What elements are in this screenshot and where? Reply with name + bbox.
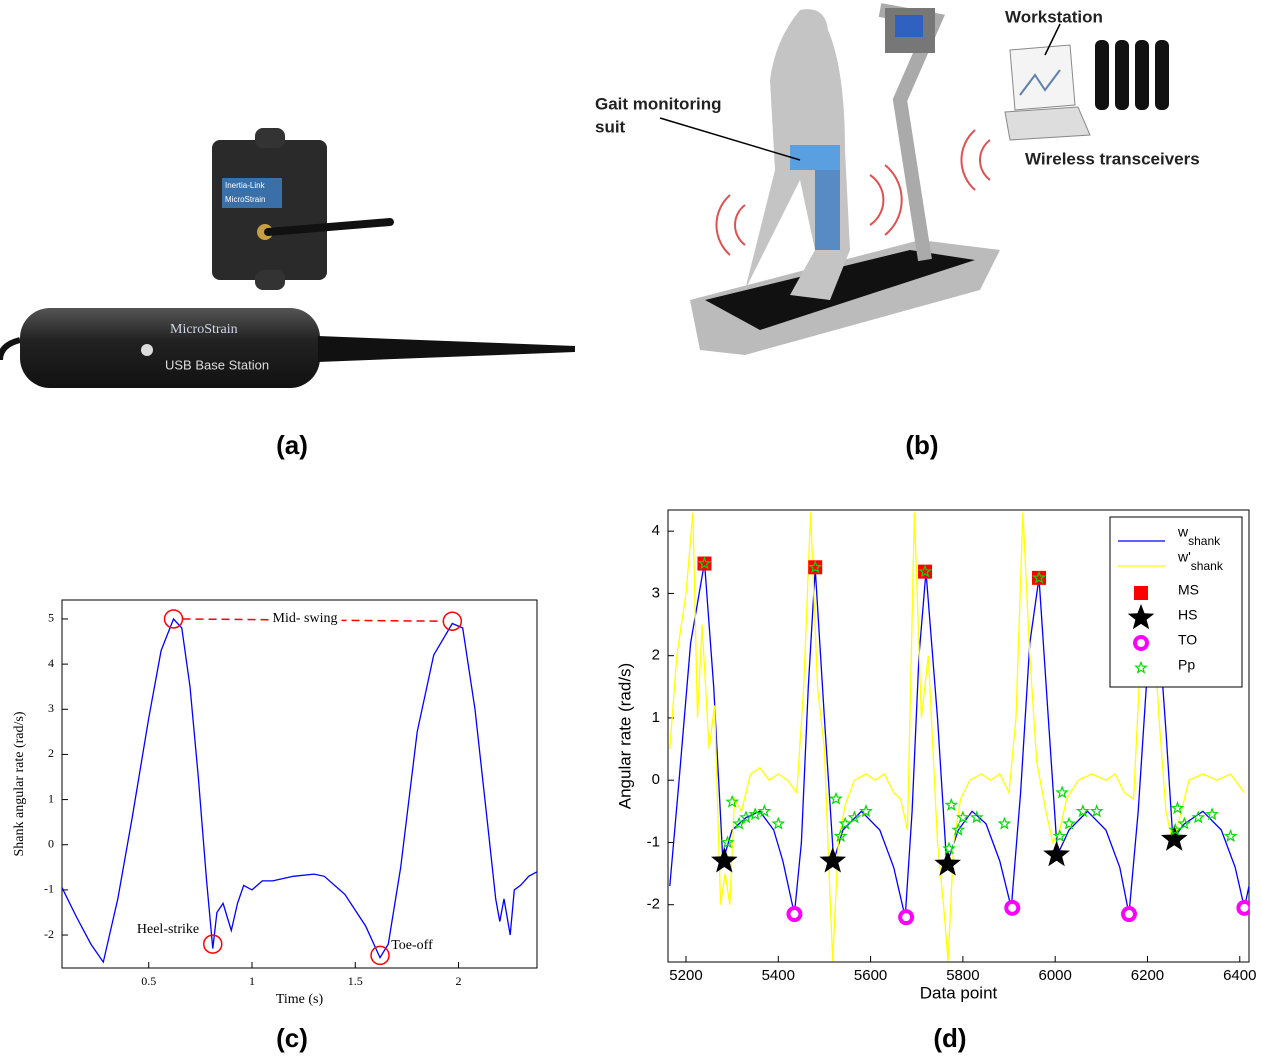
x-tick-label: 1.5 [348, 974, 363, 988]
chart: 5200 5400 5600 5800 6000 6200 6400 -2 -1 0 1 2 3 4 Dat… [615, 510, 1256, 1002]
sensor-brace [815, 170, 840, 250]
y-tick-label: 2 [48, 746, 54, 760]
y-tick-label: 1 [48, 791, 54, 805]
legend-swatch [1135, 637, 1147, 649]
to-marker [788, 908, 800, 920]
x-tick-label: 5400 [762, 967, 795, 984]
legend-swatch [1134, 586, 1148, 600]
legend-subscript: shank [1188, 534, 1221, 548]
device-label: MicroStrain [225, 195, 265, 204]
inertia-link-body [212, 140, 327, 280]
annotation: Heel-strike [137, 922, 199, 937]
x-axis-label: Data point [920, 983, 998, 1002]
photo-a: Inertia-Link MicroStrain MicroStrain USB… [0, 128, 575, 388]
x-tick-label: 2 [456, 974, 462, 988]
x-tick-label: 0.5 [141, 974, 156, 988]
y-tick-label: 0 [652, 771, 660, 788]
antenna [318, 336, 575, 362]
device-label: Inertia-Link [225, 181, 266, 190]
panel-label: (d) [933, 1023, 966, 1053]
x-tick-label: 6400 [1223, 967, 1256, 984]
laptop-screen [1010, 45, 1075, 110]
x-tick-label: 6000 [1038, 967, 1071, 984]
x-tick-label: 5200 [669, 967, 702, 984]
console-screen [895, 15, 923, 37]
annotation: suit [595, 117, 626, 136]
plot-frame [62, 600, 537, 968]
y-tick-label: -1 [647, 833, 660, 850]
legend-box [1110, 517, 1242, 687]
to-marker [1238, 902, 1250, 914]
transceivers [1095, 40, 1169, 110]
legend-subscript: shank [1191, 559, 1224, 573]
x-tick-label: 5800 [946, 967, 979, 984]
mount-ear [255, 128, 285, 148]
annotation: Gait monitoring [595, 94, 722, 113]
y-tick-label: 4 [652, 522, 660, 539]
to-marker [1006, 902, 1018, 914]
panel-label: (b) [905, 430, 938, 460]
to-marker [900, 911, 912, 923]
y-tick-label: -1 [44, 882, 54, 896]
legend-label: w' [1177, 549, 1191, 565]
y-axis-label: Shank angular rate (rad/s) [12, 711, 27, 856]
laptop-keyboard [1005, 107, 1090, 140]
x-tick-label: 5600 [854, 967, 887, 984]
wireless-waves [716, 130, 990, 255]
figure: Inertia-Link MicroStrain MicroStrain USB… [0, 0, 1261, 1060]
panel-label: (c) [276, 1023, 308, 1053]
photo-b: Gait monitoring suit Workstation Wireles… [595, 7, 1200, 355]
annotation: Toe-off [391, 938, 433, 953]
mount-ear [255, 270, 285, 290]
chart: 0.5 1 1.5 2 -2 -1 0 1 2 3 4 5 Time (s) Shank angular … [12, 600, 537, 1007]
y-axis-label: Angular rate (rad/s) [615, 663, 634, 809]
device-label: USB Base Station [165, 357, 269, 372]
annotation: Mid- swing [273, 611, 338, 626]
led [141, 344, 153, 356]
annotation: Workstation [1005, 7, 1103, 26]
y-tick-label: -2 [647, 896, 660, 913]
x-tick-label: 6200 [1131, 967, 1164, 984]
legend-label: TO [1178, 632, 1197, 648]
y-tick-label: 4 [48, 656, 54, 670]
y-tick-label: 3 [48, 701, 54, 715]
gait-suit [790, 145, 840, 170]
x-axis-label: Time (s) [276, 992, 324, 1007]
legend-label: Pp [1178, 657, 1195, 673]
y-tick-label: 0 [48, 836, 54, 850]
y-tick-label: -2 [44, 927, 54, 941]
y-tick-label: 3 [652, 584, 660, 601]
legend-label: MS [1178, 582, 1199, 598]
y-tick-label: 5 [48, 611, 54, 625]
y-tick-label: 2 [652, 647, 660, 664]
panel-label: (a) [276, 430, 308, 460]
device-label: MicroStrain [170, 322, 238, 337]
x-tick-label: 1 [249, 974, 255, 988]
legend-label: HS [1178, 607, 1197, 623]
y-tick-label: 1 [652, 709, 660, 726]
cable [0, 340, 20, 360]
usb-base-station [20, 308, 320, 388]
to-marker [1123, 908, 1135, 920]
annotation: Wireless transceivers [1025, 149, 1200, 168]
